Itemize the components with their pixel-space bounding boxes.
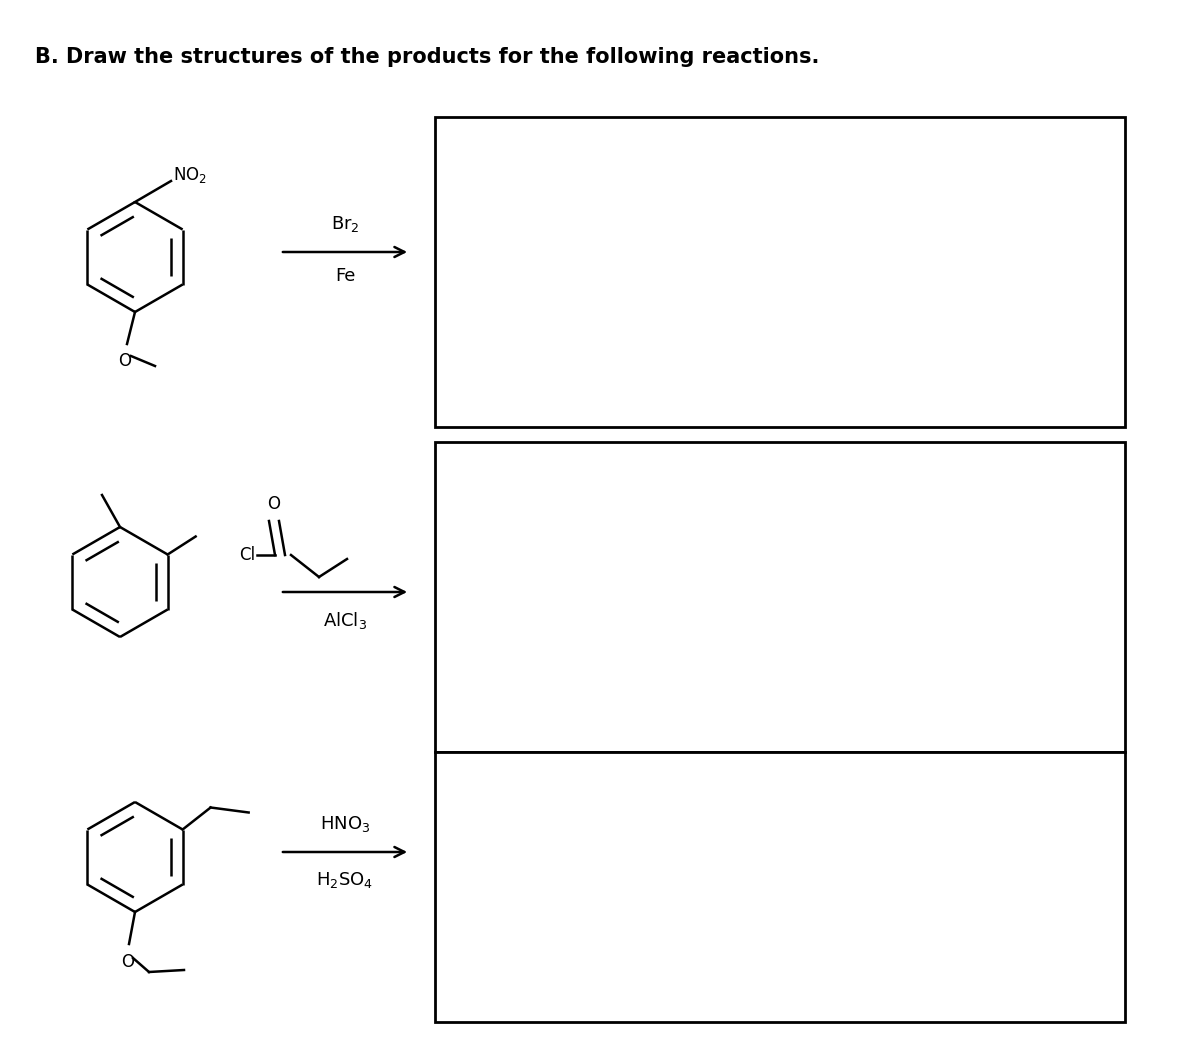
Text: AlCl$_3$: AlCl$_3$ [323, 610, 367, 630]
Text: Fe: Fe [335, 267, 355, 285]
Text: Br$_2$: Br$_2$ [331, 214, 359, 234]
Bar [434, 117, 1126, 427]
Text: O: O [121, 953, 134, 971]
Text: O: O [119, 352, 132, 370]
Text: NO$_2$: NO$_2$ [173, 165, 206, 185]
Bar [434, 752, 1126, 1022]
Text: H$_2$SO$_4$: H$_2$SO$_4$ [317, 870, 373, 890]
Text: Cl: Cl [239, 546, 254, 564]
Text: HNO$_3$: HNO$_3$ [320, 814, 370, 834]
Text: B. Draw the structures of the products for the following reactions.: B. Draw the structures of the products f… [35, 47, 820, 67]
Bar [434, 442, 1126, 752]
Text: O: O [268, 495, 281, 513]
